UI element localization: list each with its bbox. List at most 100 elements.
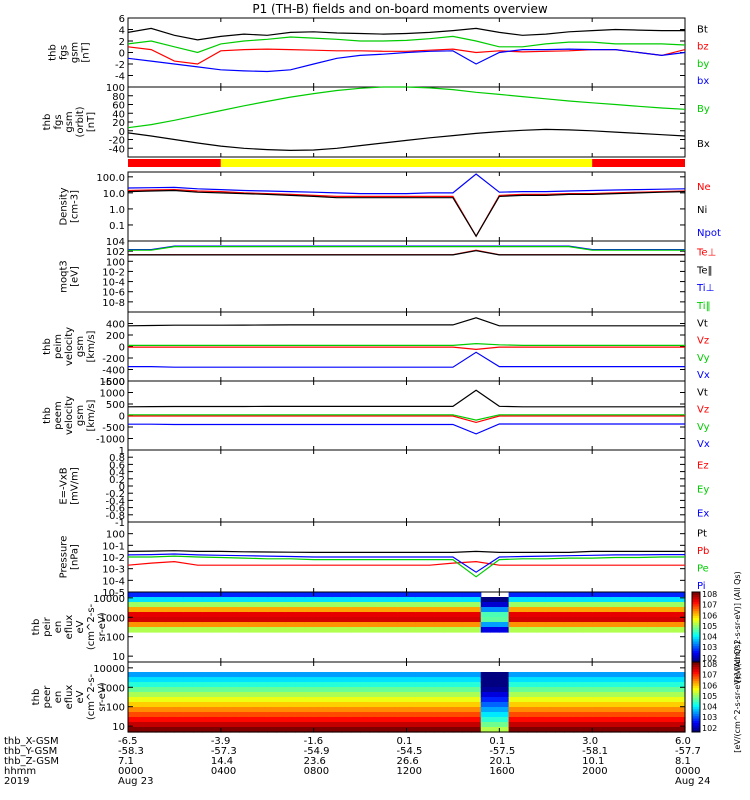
heatmap-cell <box>592 702 603 708</box>
heatmap-cell <box>257 612 268 618</box>
heatmap-cell <box>415 677 426 683</box>
heatmap-cell <box>675 677 686 683</box>
colorbar-cell <box>692 683 700 686</box>
heatmap-cell <box>360 617 370 623</box>
heatmap-cell <box>462 627 473 633</box>
heatmap-cell <box>545 592 556 598</box>
heatmap-cell <box>313 672 324 678</box>
heatmap-cell <box>555 712 565 718</box>
heatmap-cell <box>443 692 454 698</box>
heatmap-cell <box>397 712 408 718</box>
heatmap-cell <box>183 612 194 618</box>
heatmap-cell <box>248 722 259 728</box>
heatmap-cell <box>462 727 473 733</box>
y-tick-label: 0.8 <box>109 453 125 464</box>
colorbar-tick-label: 108 <box>702 590 717 599</box>
y-tick-label: 10.0 <box>103 189 125 200</box>
colorbar-tick-label: 106 <box>702 611 717 620</box>
heatmap-cell <box>490 727 500 733</box>
heatmap-cell <box>545 602 556 608</box>
heatmap-cell <box>471 727 482 733</box>
heatmap-cell <box>647 717 658 723</box>
y-tick-label: 1000 <box>100 613 125 624</box>
y-tick-label: 100 <box>106 703 125 714</box>
heatmap-cell <box>230 727 240 733</box>
heatmap-cell <box>582 702 593 708</box>
heatmap-cell <box>675 712 686 718</box>
heatmap-cell <box>350 692 361 698</box>
heatmap-cell <box>582 717 593 723</box>
series-line <box>128 342 685 346</box>
colorbar-label: [eV/(cm^2-s-sr-eV)] (All Qs) <box>733 571 742 682</box>
x-axis-tick-label: 6.0 <box>675 736 691 747</box>
heatmap-cell <box>257 697 268 703</box>
heatmap-cell <box>471 672 482 678</box>
heatmap-cell <box>397 602 408 608</box>
heatmap-cell <box>425 672 435 678</box>
heatmap-cell <box>545 692 556 698</box>
heatmap-cell <box>434 682 445 688</box>
heatmap-cell <box>285 672 296 678</box>
heatmap-cell <box>304 702 315 708</box>
heatmap-cell <box>285 712 296 718</box>
heatmap-cell <box>592 612 603 618</box>
heatmap-cell <box>295 687 305 693</box>
heatmap-cell <box>248 602 259 608</box>
heatmap-cell <box>517 692 528 698</box>
heatmap-cell <box>462 672 473 678</box>
heatmap-cell <box>183 627 194 633</box>
heatmap-cell <box>629 612 640 618</box>
heatmap-cell <box>313 677 324 683</box>
heatmap-cell <box>545 597 556 603</box>
heatmap-cell <box>536 727 547 733</box>
heatmap-cell <box>647 627 658 633</box>
heatmap-cell <box>313 727 324 733</box>
heatmap-cell <box>629 617 640 623</box>
heatmap-cell <box>248 597 259 603</box>
heatmap-cell <box>387 617 398 623</box>
heatmap-cell <box>174 622 185 628</box>
heatmap-cell <box>536 672 547 678</box>
heatmap-cell <box>285 722 296 728</box>
heatmap-cell <box>322 717 333 723</box>
heatmap-cell <box>666 712 677 718</box>
heatmap-cell <box>517 617 528 623</box>
heatmap-cell <box>230 682 240 688</box>
heatmap-cell <box>165 682 176 688</box>
heatmap-cell <box>452 627 463 633</box>
heatmap-cell <box>573 597 584 603</box>
heatmap-cell <box>146 597 157 603</box>
heatmap-cell <box>397 687 408 693</box>
heatmap-cell <box>137 712 148 718</box>
x-axis-tick-label: 1600 <box>489 766 514 777</box>
heatmap-cell <box>527 702 538 708</box>
heatmap-cell <box>155 617 166 623</box>
heatmap-cell <box>350 612 361 618</box>
heatmap-cell <box>657 692 668 698</box>
heatmap-cell <box>322 592 333 598</box>
heatmap-cell <box>350 712 361 718</box>
colorbar-cell <box>692 685 700 689</box>
heatmap-cell <box>128 707 138 713</box>
heatmap-cell <box>341 627 352 633</box>
heatmap-cell <box>610 697 621 703</box>
heatmap-cell <box>638 607 649 613</box>
colorbar-cell <box>692 718 700 721</box>
heatmap-cell <box>508 682 519 688</box>
heatmap-cell <box>536 592 547 598</box>
heatmap-cell <box>666 622 677 628</box>
heatmap-cell <box>452 617 463 623</box>
heatmap-cell <box>267 707 278 713</box>
heatmap-cell <box>350 687 361 693</box>
heatmap-cell <box>573 702 584 708</box>
heatmap-cell <box>592 727 603 733</box>
heatmap-cell <box>638 717 649 723</box>
heatmap-cell <box>192 727 203 733</box>
heatmap-cell <box>155 602 166 608</box>
heatmap-cell <box>295 597 305 603</box>
heatmap-cell <box>555 687 565 693</box>
y-axis-label: peer <box>42 685 53 709</box>
heatmap-cell <box>620 692 630 698</box>
heatmap-cell <box>499 717 510 723</box>
